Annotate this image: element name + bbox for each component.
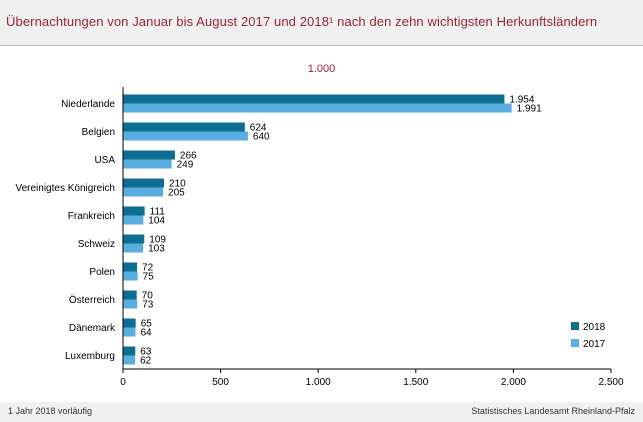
bar-2017	[123, 299, 138, 309]
category-label: Polen	[89, 267, 115, 278]
bar-2017	[123, 131, 248, 141]
bar-2017	[123, 327, 136, 337]
category-label: Belgien	[82, 127, 115, 138]
bar-2018	[123, 234, 145, 244]
bar-2017	[123, 159, 172, 169]
legend-label-2018: 2018	[583, 322, 606, 333]
x-tick-label: 500	[212, 377, 229, 388]
bar-2018	[123, 318, 136, 328]
bar-2018	[123, 206, 145, 216]
bar-2018	[123, 346, 136, 356]
bar-2018	[123, 94, 505, 104]
x-tick-label: 1.500	[403, 377, 428, 388]
bar-2017	[123, 243, 144, 253]
bar-2017	[123, 103, 512, 113]
data-label-2018: 624	[250, 123, 267, 134]
data-label-2018: 266	[180, 151, 197, 162]
data-label-2018: 70	[142, 291, 154, 302]
data-label-2017: 1.991	[517, 104, 542, 115]
bar-2017	[123, 187, 164, 197]
bar-2017	[123, 215, 144, 225]
data-label-2017: 104	[148, 216, 165, 227]
x-tick-label: 1.000	[306, 377, 331, 388]
category-label: Luxemburg	[65, 351, 115, 362]
category-label: USA	[94, 155, 115, 166]
category-label: Schweiz	[78, 239, 115, 250]
data-label-2018: 65	[141, 319, 153, 330]
data-label-2018: 72	[142, 263, 154, 274]
data-label-2018: 210	[169, 179, 186, 190]
data-label-2017: 64	[140, 328, 152, 339]
bar-2018	[123, 262, 138, 272]
data-label-2017: 73	[142, 300, 154, 311]
x-tick-label: 2.500	[598, 377, 623, 388]
unit-label: 1.000	[307, 63, 336, 75]
data-label-2017: 249	[177, 160, 194, 171]
category-label: Niederlande	[61, 99, 115, 110]
data-label-2017: 62	[140, 356, 152, 367]
data-label-2018: 1.954	[509, 95, 534, 106]
data-label-2018: 111	[150, 207, 166, 218]
category-label: Frankreich	[68, 211, 115, 222]
x-tick-label: 0	[120, 377, 126, 388]
data-label-2018: 63	[140, 347, 152, 358]
data-label-2018: 109	[149, 235, 166, 246]
legend-swatch-2018	[571, 322, 579, 330]
bar-2018	[123, 178, 164, 188]
source-note: Statistisches Landesamt Rheinland-Pfalz	[471, 406, 635, 416]
bar-2017	[123, 271, 138, 281]
bar-2018	[123, 122, 245, 132]
category-label: Österreich	[69, 294, 115, 306]
legend-label-2017: 2017	[583, 339, 606, 350]
bar-2018	[123, 290, 137, 300]
bar-2018	[123, 150, 175, 160]
title-divider	[0, 45, 643, 46]
legend-swatch-2017	[571, 339, 579, 347]
category-label: Dänemark	[69, 323, 116, 334]
data-label-2017: 205	[168, 188, 185, 199]
data-label-2017: 103	[148, 244, 165, 255]
x-tick-label: 2.000	[501, 377, 526, 388]
chart-title: Übernachtungen von Januar bis August 201…	[6, 14, 598, 29]
data-label-2017: 75	[143, 272, 155, 283]
category-label: Vereinigtes Königreich	[15, 183, 115, 194]
footnote: 1 Jahr 2018 vorläufig	[8, 406, 93, 416]
data-label-2017: 640	[253, 132, 270, 143]
bar-2017	[123, 355, 136, 365]
